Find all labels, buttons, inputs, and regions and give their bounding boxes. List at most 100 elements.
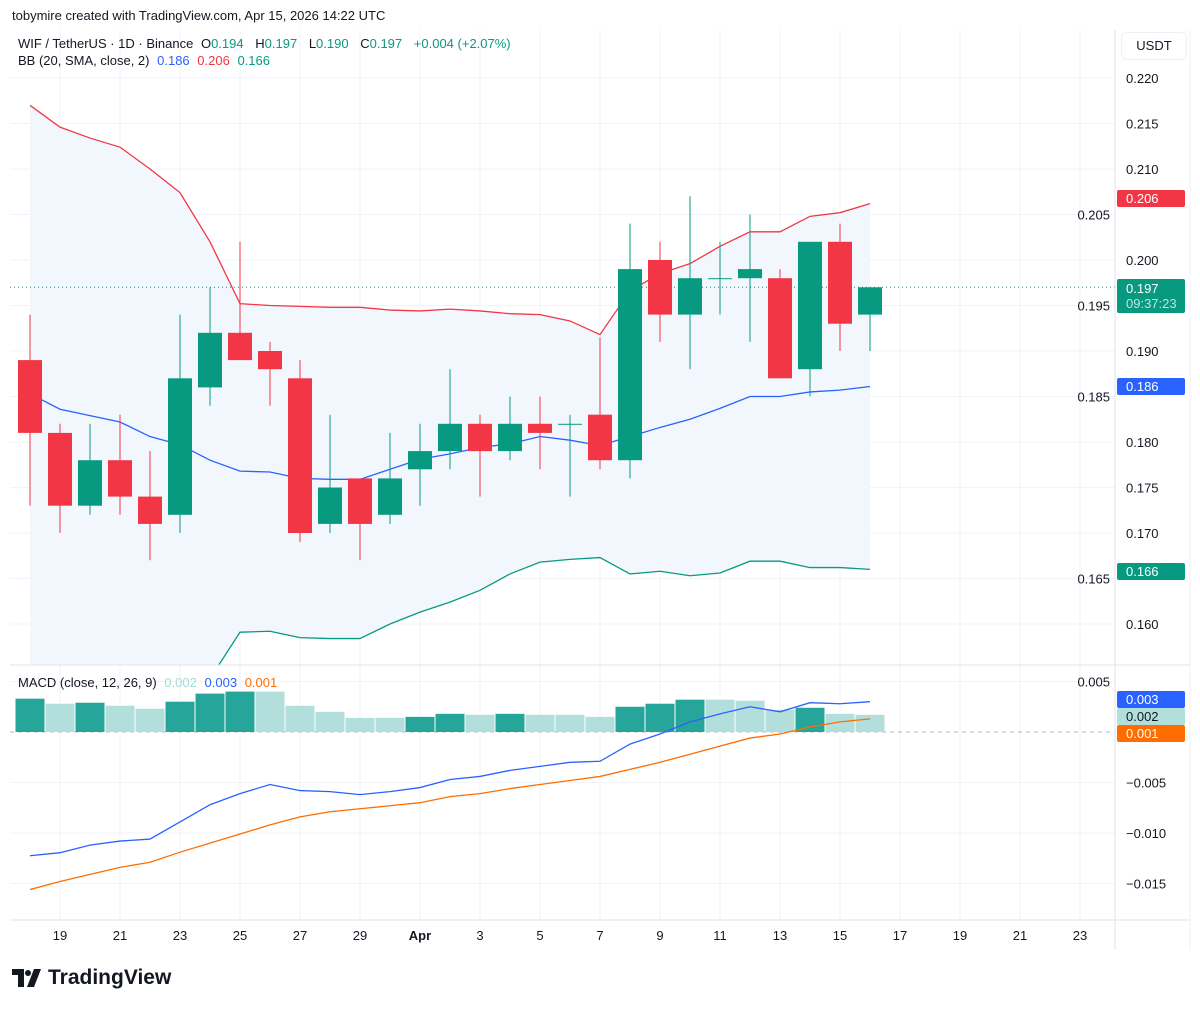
candle-mar-30 (378, 432, 402, 524)
macd-histogram-bar (15, 698, 45, 732)
bb-upper-value: 0.206 (197, 53, 230, 68)
macd-histogram-bar (75, 702, 105, 732)
macd-histogram-bar (855, 714, 885, 732)
macd-histogram-bar (285, 705, 315, 732)
macd-histogram-bar (225, 691, 255, 732)
time-tick-label: 29 (353, 928, 367, 943)
macd-histogram-bar (165, 701, 195, 732)
candle-mar-25 (228, 241, 252, 361)
candle-mar-18 (18, 314, 42, 506)
candle-body (708, 278, 732, 280)
candle-body (48, 432, 72, 506)
macd-tick-label: 0.005 (1077, 675, 1110, 690)
candle-mar-28 (318, 414, 342, 533)
time-tick-label: 27 (293, 928, 307, 943)
candle-apr-13 (798, 241, 822, 397)
price-tick-label: 0.160 (1126, 617, 1159, 632)
macd-histogram-bar (735, 700, 765, 732)
price-tick-label: 0.180 (1126, 435, 1159, 450)
macd-histogram-bar (375, 717, 405, 732)
macd-histogram-bar (645, 703, 675, 732)
price-tick-label: 0.185 (1077, 390, 1110, 405)
macd-histogram-bar (795, 707, 825, 732)
macd-histogram-bar (705, 699, 735, 732)
macd-hist-value: 0.002 (164, 675, 197, 690)
candle-mar-22 (138, 451, 162, 561)
time-tick-label: 5 (536, 928, 543, 943)
price-tick-label: 0.175 (1126, 481, 1159, 496)
macd-histogram-bar (465, 714, 495, 732)
time-tick-label: 15 (833, 928, 847, 943)
candle-mar-20 (78, 423, 102, 515)
time-tick-label: 7 (596, 928, 603, 943)
candle-body (258, 351, 282, 370)
currency-button[interactable]: USDT (1121, 32, 1187, 60)
macd-histogram-bar (585, 716, 615, 732)
candle-apr-3 (498, 396, 522, 461)
bb-basis-tag: 0.186 (1117, 378, 1185, 395)
candle-mar-29 (348, 478, 372, 561)
bb-title[interactable]: BB (20, SMA, close, 2) (18, 53, 150, 68)
tradingview-logo[interactable]: TradingView (12, 966, 171, 990)
macd-histogram-bar (45, 703, 75, 732)
open-label: O (200, 36, 212, 51)
candle-apr-6 (588, 337, 612, 470)
candle-body (558, 423, 582, 425)
price-tick-label: 0.205 (1077, 208, 1110, 223)
macd-histogram-bar (255, 691, 285, 732)
candle-apr-15 (858, 287, 882, 351)
hist-tag: 0.002 (1117, 708, 1185, 725)
candle-apr-11 (738, 214, 762, 342)
candle-apr-1 (438, 369, 462, 470)
price-tick-label: 0.195 (1077, 299, 1110, 314)
time-tick-label: 23 (173, 928, 187, 943)
bb-legend: BB (20, SMA, close, 2) 0.186 0.206 0.166 (18, 53, 274, 68)
candle-mar-26 (258, 341, 282, 406)
candle-body (738, 269, 762, 279)
macd-histogram-bar (135, 708, 165, 732)
macd-histogram-bar (405, 716, 435, 732)
symbol-label[interactable]: WIF / TetherUS · 1D · Binance (18, 36, 194, 51)
macd-title[interactable]: MACD (close, 12, 26, 9) (18, 675, 157, 690)
bb-basis-value: 0.186 (157, 53, 190, 68)
macd-histogram-bar (495, 713, 525, 732)
candle-apr-9 (678, 196, 702, 370)
high-label: H (255, 36, 265, 51)
macd-line-value: 0.003 (204, 675, 238, 690)
time-tick-label: 21 (1013, 928, 1027, 943)
candle-apr-8 (648, 241, 672, 342)
candle-mar-19 (48, 423, 72, 533)
main-legend: WIF / TetherUS · 1D · Binance O0.194 H 0.… (18, 36, 515, 51)
candle-body (168, 378, 192, 515)
candle-apr-5 (558, 414, 582, 497)
candle-body (588, 414, 612, 461)
attribution: tobymire created with TradingView.com, A… (12, 8, 386, 23)
candle-body (138, 496, 162, 524)
macd-histogram-bar (315, 711, 345, 732)
candle-apr-12 (768, 269, 792, 379)
candle-body (288, 378, 312, 533)
candle-body (858, 287, 882, 315)
candle-body (378, 478, 402, 515)
candle-apr-4 (528, 396, 552, 470)
candle-body (768, 278, 792, 379)
price-tick-label: 0.215 (1126, 117, 1159, 132)
time-tick-label: 13 (773, 928, 787, 943)
bb-upper-line (29, 104, 871, 336)
bb-upper-tag: 0.206 (1117, 190, 1185, 207)
candle-body (798, 241, 822, 370)
close-value: 0.197 (369, 36, 403, 51)
open-value: 0.194 (211, 36, 244, 51)
candle-body (198, 332, 222, 388)
candle-body (468, 423, 492, 452)
low-value: 0.190 (316, 36, 349, 51)
time-tick-label: 9 (656, 928, 663, 943)
candle-apr-14 (828, 223, 852, 351)
macd-histogram-bar (675, 699, 705, 732)
price-tick-label: 0.220 (1126, 71, 1159, 86)
price-tick-label: 0.190 (1126, 344, 1159, 359)
macd-tick-label: −0.015 (1126, 877, 1166, 892)
candle-mar-23 (168, 314, 192, 533)
tradingview-logo-icon (12, 969, 41, 987)
